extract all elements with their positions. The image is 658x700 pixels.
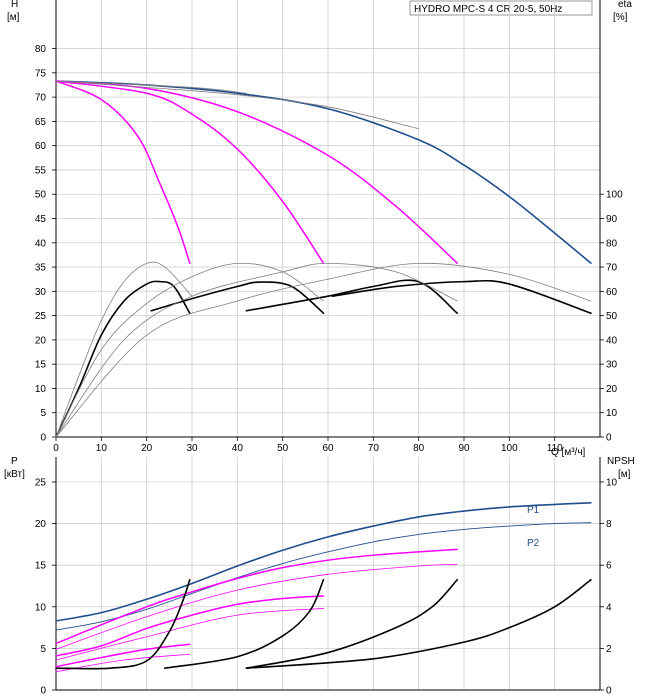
p-axis-tick-label: 0: [40, 686, 46, 697]
eta-axis-tick-label: 40: [606, 335, 618, 346]
p-axis-tick-label: 10: [35, 602, 47, 613]
npsh-axis-tick-label: 10: [606, 477, 618, 488]
eta-axis-tick-label: 90: [606, 214, 618, 225]
h-axis-tick-label: 10: [35, 384, 47, 395]
h-axis-tick-label: 50: [35, 190, 47, 201]
chart-title: HYDRO MPC-S 4 CR 20-5, 50Hz: [414, 4, 562, 15]
q-tick-label: 80: [413, 443, 425, 454]
npsh-axis-unit: [м]: [618, 469, 631, 480]
curve-p-magenta-line: [55, 595, 325, 657]
h-axis-tick-label: 40: [35, 238, 47, 249]
curve-eta-black-line: [245, 279, 458, 314]
eta-axis-tick-label: 80: [606, 238, 618, 249]
curve-eta-thin-line: [55, 261, 193, 438]
h-axis-tick-label: 25: [35, 311, 47, 322]
curve-h-thin-line: [55, 80, 420, 130]
h-axis-tick-label: 70: [35, 93, 47, 104]
eta-axis-unit: [%]: [613, 12, 628, 23]
h-axis-tick-label: 15: [35, 360, 47, 371]
curve-eta-black-line: [55, 280, 191, 438]
h-axis-tick-label: 75: [35, 68, 47, 79]
curve-npsh-black-line: [245, 578, 592, 669]
upper-plot-ticks: 0 5 10 15 20 25 30 35 40 45 50 55 60 65 70 75 80 0 10 20 30 4…: [35, 44, 623, 454]
curve-p-magenta-thin-line: [55, 563, 458, 650]
h-axis-tick-label: 20: [35, 335, 47, 346]
h-axis-tick-label: 65: [35, 117, 47, 128]
q-tick-label: 90: [458, 443, 470, 454]
h-axis-tick-label: 60: [35, 141, 47, 152]
curve-npsh-black-line: [245, 578, 458, 669]
curve-eta-black-line: [331, 279, 592, 314]
lower-plot-ticks: 0 5 10 15 20 25 0 2 4 6 8 10: [35, 477, 618, 696]
p-axis-tick-label: 15: [35, 561, 47, 572]
series-p1-line: [55, 501, 592, 622]
curve-p-magenta-line: [55, 548, 458, 645]
chart-title-box: [409, 0, 593, 16]
q-tick-label: 0: [53, 443, 59, 454]
q-tick-label: 60: [322, 443, 334, 454]
npsh-axis-tick-label: 6: [606, 561, 612, 572]
upper-plot-series: [55, 80, 592, 438]
q-tick-label: 30: [186, 443, 198, 454]
q-tick-label: 40: [232, 443, 244, 454]
series-p2-line: [55, 522, 592, 631]
eta-axis-tick-label: 20: [606, 384, 618, 395]
h-axis-tick-label: 55: [35, 165, 47, 176]
eta-axis-tick-label: 60: [606, 287, 618, 298]
curve-npsh-black-line: [55, 578, 191, 670]
p-axis-unit: [кВт]: [4, 469, 25, 480]
curve-p-magenta-thin-line: [55, 608, 324, 661]
eta-axis-tick-label: 70: [606, 263, 618, 274]
q-tick-label: 10: [96, 443, 108, 454]
q-tick-label: 100: [501, 443, 518, 454]
npsh-axis-label: NPSH: [607, 456, 635, 467]
curve-p-magenta-line: [55, 643, 191, 668]
q-axis-label: Q [м³/ч]: [551, 447, 586, 458]
q-tick-label: 70: [368, 443, 380, 454]
h-axis-tick-label: 0: [40, 433, 46, 444]
curve-h-thin-line: [55, 80, 247, 94]
p-axis-tick-label: 20: [35, 519, 47, 530]
h-axis-tick-label: 5: [40, 408, 46, 419]
h-axis-unit: [м]: [7, 12, 20, 23]
curve-eta-thin-line: [55, 263, 458, 438]
eta-axis-tick-label: 10: [606, 408, 618, 419]
eta-axis-tick-label: 0: [606, 433, 612, 444]
curve-eta-black-line: [150, 281, 325, 314]
npsh-axis-tick-label: 0: [606, 686, 612, 697]
curve-h-magenta-line: [55, 80, 458, 264]
upper-plot-grid: [55, 0, 601, 438]
p-axis-tick-label: 5: [40, 644, 46, 655]
eta-axis-tick-label: 30: [606, 360, 618, 371]
eta-axis-tick-label: 100: [606, 190, 623, 201]
q-tick-label: 20: [141, 443, 153, 454]
lower-plot-grid: [55, 457, 601, 691]
npsh-axis-tick-label: 4: [606, 602, 612, 613]
npsh-axis-tick-label: 2: [606, 644, 612, 655]
curve-h-magenta-line: [55, 80, 325, 264]
h-axis-tick-label: 80: [35, 44, 47, 55]
curve-h-main-line: [55, 80, 592, 264]
eta-axis-tick-label: 50: [606, 311, 618, 322]
curve-npsh-black-line: [164, 578, 325, 669]
series-label-p2: P2: [527, 538, 540, 549]
p-axis-tick-label: 25: [35, 477, 47, 488]
q-tick-label: 110: [547, 443, 563, 454]
curve-eta-thin-line: [55, 262, 592, 438]
h-axis-tick-label: 35: [35, 263, 47, 274]
series-label-p1: P1: [527, 505, 540, 516]
p-axis-label: P: [11, 456, 18, 467]
h-axis-tick-label: 30: [35, 287, 47, 298]
h-axis-tick-label: 45: [35, 214, 47, 225]
q-tick-label: 50: [277, 443, 289, 454]
curve-h-magenta-line: [55, 80, 191, 264]
lower-plot-series: [55, 501, 592, 673]
eta-axis-label: eta: [618, 0, 632, 10]
npsh-axis-tick-label: 8: [606, 519, 612, 530]
h-axis-label: H: [11, 0, 18, 10]
